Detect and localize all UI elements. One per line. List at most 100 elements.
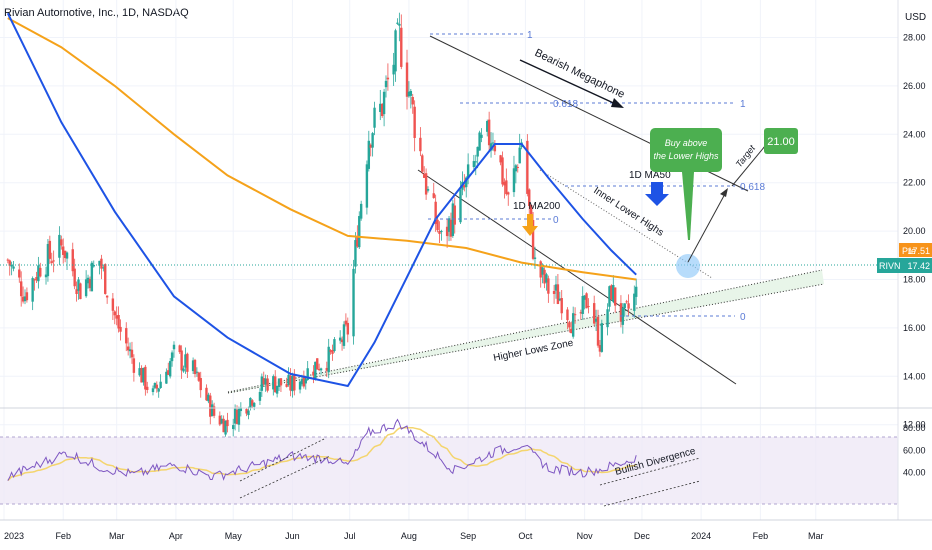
candle-body (587, 306, 590, 308)
candle-body (289, 375, 292, 391)
candle-body (560, 298, 563, 314)
target-value: 21.00 (767, 136, 795, 148)
higher-lows-zone (228, 270, 824, 393)
candle-body (277, 378, 281, 387)
candle-body (12, 266, 15, 269)
candle-body (346, 322, 349, 335)
time-tick-label: 2023 (4, 531, 24, 541)
candle-body (71, 249, 74, 272)
candle-body (627, 303, 630, 309)
breakout-highlight (676, 254, 700, 278)
buy-callout-line1: Buy above (665, 138, 708, 148)
candle-body (426, 189, 430, 191)
candle-body (274, 376, 277, 393)
candle-body (300, 379, 304, 385)
candle-body (472, 161, 476, 168)
candle-body (191, 360, 195, 372)
candle-body (331, 349, 334, 354)
candle-body (178, 345, 181, 353)
buy-callout-line2: the Lower Highs (653, 151, 719, 161)
higher-lows-lower-line (227, 283, 825, 394)
candle-body (491, 142, 495, 144)
time-tick-label: Feb (753, 531, 769, 541)
candle-body (625, 301, 628, 303)
candle-body (19, 281, 23, 297)
candle-body (466, 164, 470, 179)
candle-body (359, 203, 363, 219)
time-tick-label: Jul (344, 531, 356, 541)
candle-body (210, 404, 214, 417)
rsi-channel-2-upper (599, 457, 701, 486)
candle-body (367, 140, 371, 169)
candle-body (558, 298, 562, 301)
candle-body (529, 205, 533, 218)
rsi-band (0, 437, 898, 504)
candle-body (151, 388, 155, 393)
candle-body (356, 237, 359, 247)
candle-body (516, 166, 519, 168)
candle-body (453, 205, 456, 225)
candle-body (573, 314, 577, 316)
candle-body (65, 252, 69, 259)
candle-body (583, 295, 586, 300)
time-tick-label: Apr (169, 531, 183, 541)
candle-body (159, 381, 162, 389)
candle-body (258, 391, 262, 401)
candle-body (212, 406, 216, 416)
candle-body (84, 279, 88, 297)
candle-body (507, 192, 510, 195)
candle-body (195, 371, 199, 373)
time-tick-label: Jun (285, 531, 300, 541)
candle-body (25, 292, 29, 301)
price-tick-label: 22.00 (903, 178, 926, 188)
candle-body (197, 372, 201, 381)
candle-body (598, 345, 602, 352)
candle-body (88, 279, 92, 289)
candle-body (125, 328, 128, 344)
candle-body (614, 287, 617, 306)
candle-body (487, 119, 491, 146)
candle-body (102, 267, 105, 269)
candle-body (140, 367, 143, 383)
candle-body (52, 260, 55, 262)
candle-body (58, 234, 61, 258)
candle-body (304, 379, 307, 384)
candle-body (400, 27, 403, 67)
buy-callout-pointer (682, 172, 694, 240)
candle-body (172, 344, 176, 350)
candle-body (23, 296, 27, 302)
candle-body (608, 286, 611, 307)
candle-body (547, 278, 550, 294)
candle-body (48, 240, 52, 259)
candle-body (37, 265, 40, 282)
candle-body (222, 418, 225, 433)
candle-body (585, 293, 588, 309)
candle-body (128, 349, 132, 352)
candle-body (302, 375, 306, 387)
candle-body (463, 185, 466, 188)
ma50-arrow-icon (645, 182, 669, 206)
candle-body (413, 106, 416, 138)
candle-body (371, 133, 374, 148)
last-badge-value: 17.42 (907, 261, 930, 271)
candle-body (237, 408, 241, 425)
candle-body (18, 269, 21, 278)
candle-body (180, 350, 183, 371)
target-value-box (764, 128, 798, 154)
rsi-tick-label: 60.00 (903, 445, 926, 455)
candle-body (77, 279, 80, 291)
candle-body (157, 388, 160, 392)
candle-body (474, 161, 477, 163)
last-badge (877, 258, 932, 273)
candle-body (382, 91, 386, 115)
higher-lows-upper-line (227, 269, 823, 393)
candle-body (554, 284, 558, 291)
candle-body (184, 354, 187, 368)
rsi-channel-1-upper (239, 437, 327, 482)
candle-body (92, 264, 95, 267)
target-label: Target (734, 143, 758, 169)
candle-body (287, 374, 290, 385)
candle-body (436, 219, 439, 231)
candle-body (319, 368, 323, 371)
